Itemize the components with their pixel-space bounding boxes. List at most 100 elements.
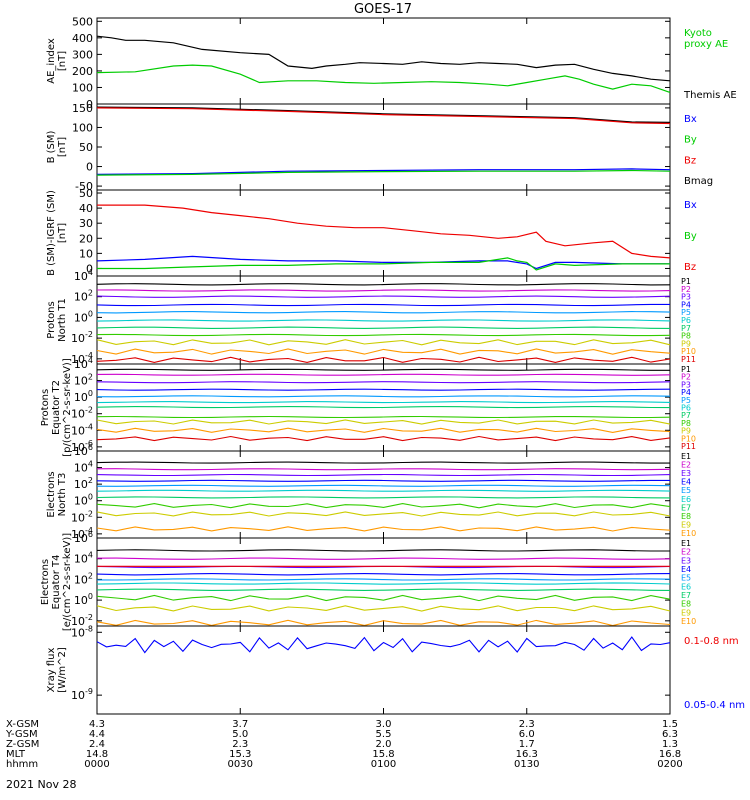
series-E2: [96, 557, 671, 560]
y-tick-label: 106: [74, 443, 93, 458]
legend-p10: P10: [681, 347, 696, 356]
legend-2: Bz: [684, 155, 696, 166]
legend-p10: P10: [681, 434, 696, 443]
series-P10: [96, 348, 671, 355]
legend-e10: E10: [681, 617, 696, 626]
y-tick-label: 200: [72, 65, 93, 78]
y-tick-label: 500: [72, 15, 93, 28]
legend-p8: P8: [681, 332, 691, 341]
y-tick-label: 0: [86, 262, 93, 275]
series-bmag: [96, 106, 671, 123]
legend-p9: P9: [681, 427, 691, 436]
y-tick-label: 150: [72, 102, 93, 115]
series-P6: [96, 401, 671, 404]
y-tick-label: 10-2: [71, 613, 93, 628]
series-P10: [96, 427, 671, 433]
series-kyoto-proxy-ae: [96, 64, 671, 93]
legend-e6: E6: [681, 495, 691, 504]
cell: 1.7: [519, 739, 535, 750]
cell: 2.3: [519, 719, 535, 730]
series-E2: [96, 468, 671, 471]
y-tick-label: 20: [79, 232, 93, 245]
cell: 2.3: [232, 739, 248, 750]
panel-1: 0 100 200 300 400 500 AE_index[nT] Kyoto proxy A…: [46, 15, 737, 111]
legend-e6: E6: [681, 582, 691, 591]
legend-0: Kyoto proxy AE: [684, 28, 728, 50]
y-tick-label: 10-2: [71, 406, 93, 421]
series-P9: [96, 419, 671, 425]
legend-e5: E5: [681, 574, 691, 583]
y-axis-label: ElectronsEquator T4[e/(cm^2-s-sr-keV)]: [40, 533, 73, 631]
series-E6: [96, 489, 671, 492]
panel-3: 0 10 20 30 40 50 B (SM)-IGRF (SM)[nT] Bx By Bz: [46, 187, 697, 277]
y-axis-label: ProtonsEquator T2[p/(cm^2-s-sr-keV)]: [40, 358, 73, 457]
legend-p7: P7: [681, 324, 691, 333]
series-P8: [96, 333, 671, 337]
series-0-05-0-4-nm: [96, 636, 671, 654]
legend-p9: P9: [681, 339, 691, 348]
series-E7: [96, 496, 671, 499]
series-P6: [96, 319, 671, 322]
y-tick-label: 104: [74, 356, 93, 371]
cell: 15.3: [229, 749, 251, 760]
legend-e7: E7: [681, 591, 691, 600]
series-bz: [97, 204, 671, 259]
series-P7: [96, 326, 671, 329]
series-themis-ae: [96, 35, 671, 82]
legend-e1: E1: [681, 452, 691, 461]
series-E9: [96, 605, 671, 612]
series-E7: [96, 588, 671, 591]
legend-0: 0.1-0.8 nm: [684, 636, 739, 647]
cell: 16.3: [516, 749, 538, 760]
y-axis-label: B (SM)[nT]: [46, 130, 68, 163]
series-E1: [96, 549, 670, 552]
cell: 3.7: [232, 719, 248, 730]
legend-e10: E10: [681, 529, 696, 538]
series-by: [97, 257, 670, 271]
legend-p4: P4: [681, 388, 691, 397]
cell: 0200: [657, 759, 682, 770]
legend-p4: P4: [681, 300, 691, 309]
y-tick-label: 10-9: [71, 687, 93, 702]
legend-p2: P2: [681, 373, 691, 382]
series-E10: [96, 619, 671, 627]
y-tick-label: 102: [74, 476, 93, 491]
cell: 2.0: [376, 739, 392, 750]
cell: 0000: [84, 759, 109, 770]
legend-p6: P6: [681, 404, 691, 413]
legend-2: Bz: [684, 262, 696, 273]
legend-e7: E7: [681, 503, 691, 512]
legend-p3: P3: [681, 380, 691, 389]
cell: 2.4: [89, 739, 105, 750]
legend-0: Bx: [684, 114, 697, 125]
series-bz: [96, 107, 671, 125]
series-P2: [96, 289, 671, 292]
legend-e1: E1: [681, 539, 691, 548]
legend-1: By: [684, 231, 697, 242]
legend-0: Bx: [684, 200, 697, 211]
row-label: hhmm: [6, 759, 38, 770]
series-P2: [96, 373, 671, 376]
series-E4: [96, 479, 670, 482]
chart-title: GOES-17: [354, 2, 412, 17]
legend-p7: P7: [681, 411, 691, 420]
y-tick-label: 50: [79, 141, 93, 154]
y-tick-label: 100: [74, 389, 93, 404]
row-label: Y-GSM: [5, 729, 38, 740]
panel-2: -50 0 50 100 150 B (SM)[nT] Bx By Bz Bmag: [46, 102, 713, 193]
series-E5: [96, 578, 671, 581]
y-tick-label: 10-6: [71, 439, 93, 454]
legend-e9: E9: [681, 608, 691, 617]
y-tick-label: 0: [86, 98, 93, 111]
legend-p6: P6: [681, 316, 691, 325]
legend-p5: P5: [681, 396, 691, 405]
legend-e3: E3: [681, 556, 691, 565]
y-axis-label: B (SM)-IGRF (SM)[nT]: [46, 190, 68, 276]
series-P8: [96, 415, 671, 419]
